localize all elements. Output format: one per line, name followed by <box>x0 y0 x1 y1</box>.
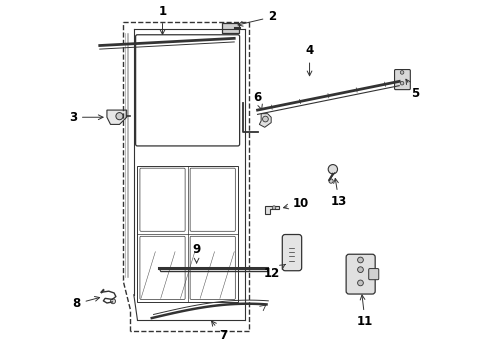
Text: 2: 2 <box>238 10 276 26</box>
Text: 12: 12 <box>264 264 285 280</box>
Circle shape <box>400 71 404 74</box>
Text: 3: 3 <box>69 111 103 124</box>
Text: 11: 11 <box>357 295 373 328</box>
FancyBboxPatch shape <box>346 254 375 294</box>
Text: 5: 5 <box>406 79 419 100</box>
Polygon shape <box>107 110 126 125</box>
Text: 7: 7 <box>212 321 227 342</box>
Circle shape <box>111 299 116 304</box>
Polygon shape <box>259 114 271 127</box>
FancyBboxPatch shape <box>368 269 379 280</box>
Circle shape <box>329 179 333 183</box>
Text: 10: 10 <box>284 197 309 210</box>
Polygon shape <box>265 206 279 214</box>
Circle shape <box>263 116 269 122</box>
Circle shape <box>358 280 364 286</box>
Text: 6: 6 <box>253 91 262 109</box>
Text: 1: 1 <box>158 5 167 35</box>
Circle shape <box>116 113 123 120</box>
Text: 9: 9 <box>193 243 201 263</box>
Text: 4: 4 <box>305 44 314 76</box>
FancyBboxPatch shape <box>394 69 410 90</box>
Circle shape <box>328 165 338 174</box>
Circle shape <box>358 267 364 273</box>
Circle shape <box>358 257 364 263</box>
FancyBboxPatch shape <box>222 23 239 33</box>
Circle shape <box>272 206 276 210</box>
Bar <box>137 166 238 302</box>
Text: 8: 8 <box>73 297 99 310</box>
FancyBboxPatch shape <box>282 234 302 271</box>
Text: 13: 13 <box>331 179 347 208</box>
Circle shape <box>400 81 404 85</box>
